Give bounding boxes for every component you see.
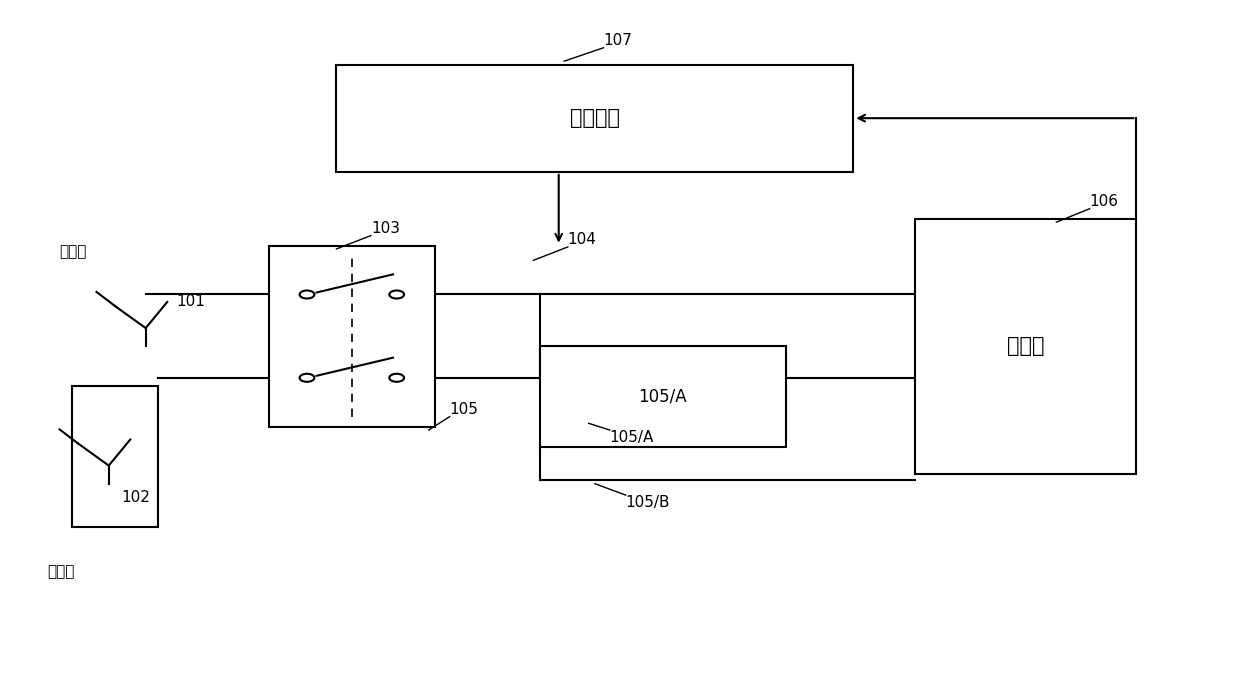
Text: 上天线: 上天线 — [59, 244, 87, 259]
Bar — [72, 386, 159, 528]
Text: 105/A: 105/A — [610, 430, 654, 445]
Text: 105: 105 — [450, 401, 478, 417]
Text: 105/A: 105/A — [638, 388, 686, 405]
Bar — [337, 65, 854, 172]
Text: 104: 104 — [567, 232, 597, 247]
Text: 101: 101 — [176, 294, 206, 310]
Text: 102: 102 — [121, 490, 150, 505]
Text: 下天线: 下天线 — [47, 564, 74, 579]
Text: 107: 107 — [603, 33, 632, 48]
Bar — [914, 219, 1136, 474]
Bar — [539, 346, 786, 447]
Text: 103: 103 — [370, 221, 400, 236]
Text: 105/B: 105/B — [626, 495, 670, 510]
Text: 106: 106 — [1089, 194, 1119, 208]
Text: 收发机: 收发机 — [1007, 336, 1044, 356]
Text: 主控芯片: 主控芯片 — [570, 108, 620, 128]
Bar — [269, 246, 435, 426]
